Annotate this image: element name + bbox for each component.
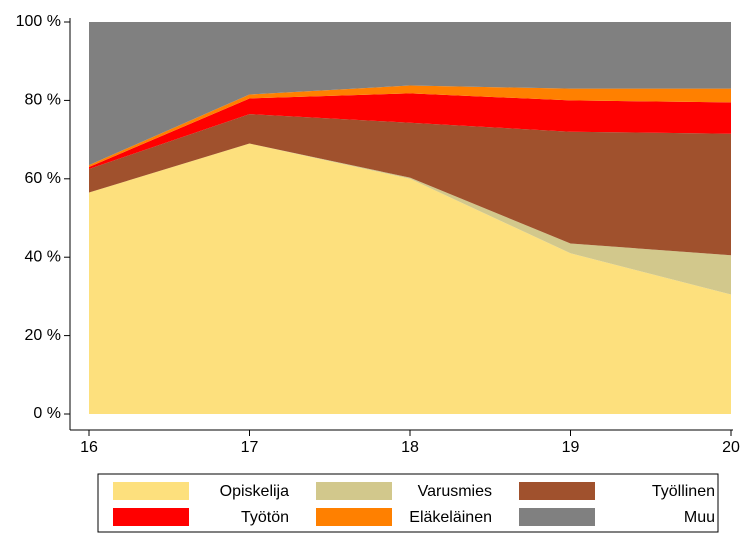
- legend-swatch: [113, 482, 189, 500]
- legend-box: [97, 473, 719, 533]
- area: [89, 22, 731, 166]
- area: [89, 93, 731, 169]
- y-tick-label: 0 %: [33, 405, 61, 422]
- y-tick-label: 20 %: [25, 327, 61, 344]
- y-tick-label: 100 %: [16, 13, 61, 30]
- legend-swatch: [519, 482, 595, 500]
- y-tick-label: 80 %: [25, 92, 61, 109]
- x-tick-label: 17: [241, 439, 259, 456]
- y-tick-label: 60 %: [25, 170, 61, 187]
- y-tick-label: 40 %: [25, 248, 61, 265]
- x-tick-label: 20: [722, 439, 740, 456]
- area: [89, 143, 731, 414]
- legend-label: Muu: [684, 509, 715, 526]
- legend-label: Työtön: [241, 509, 289, 526]
- legend-label: Eläkeläinen: [409, 509, 492, 526]
- legend-swatch: [316, 482, 392, 500]
- legend-swatch: [519, 508, 595, 526]
- x-tick-label: 19: [562, 439, 580, 456]
- area: [89, 85, 731, 168]
- legend-label: Varusmies: [418, 483, 492, 500]
- legend-label: Työllinen: [652, 483, 715, 500]
- legend-swatch: [316, 508, 392, 526]
- area: [89, 114, 731, 256]
- x-tick-label: 18: [401, 439, 419, 456]
- x-tick-label: 16: [80, 439, 98, 456]
- legend-swatch: [113, 508, 189, 526]
- legend-label: Opiskelija: [220, 483, 289, 500]
